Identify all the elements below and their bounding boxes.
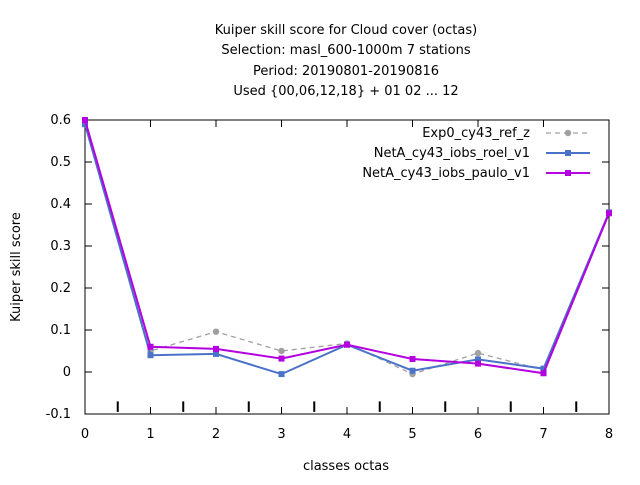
legend-entry: Exp0_cy43_ref_z (422, 126, 590, 141)
legend-label: Exp0_cy43_ref_z (422, 126, 530, 141)
legend-entry: NetA_cy43_iobs_paulo_v1 (362, 166, 590, 181)
series (82, 117, 612, 377)
y-tick-label: 0.5 (50, 155, 71, 170)
data-point (213, 345, 219, 352)
x-tick-label: 3 (277, 427, 285, 442)
data-point (565, 170, 571, 176)
y-tick-label: 0 (63, 365, 71, 380)
x-tick-label: 8 (605, 427, 613, 442)
data-point (564, 129, 572, 137)
x-axis-label: classes octas (303, 459, 389, 474)
series-line (84, 119, 610, 375)
x-tick-label: 2 (212, 427, 220, 442)
y-axis-label: Kuiper skill score (9, 212, 24, 322)
x-axis: 0 1 2 3 4 5 6 7 8 (81, 120, 613, 442)
y-tick-label: 0.3 (50, 239, 71, 254)
data-point (82, 121, 88, 128)
chart-title: Kuiper skill score for Cloud cover (octa… (215, 23, 477, 99)
x-tick-label: 7 (539, 427, 547, 442)
y-tick-label: 0.6 (50, 113, 71, 128)
data-point (475, 360, 481, 367)
title-line-2: Selection: masl_600-1000m 7 stations (221, 43, 470, 58)
series-line (84, 123, 610, 376)
data-point (409, 355, 416, 362)
x-tick-label: 6 (474, 427, 482, 442)
x-tick-label: 4 (343, 427, 351, 442)
data-point (540, 365, 547, 372)
data-point (540, 370, 547, 377)
series-lines (81, 116, 613, 378)
data-point (278, 355, 285, 362)
x-tick-label: 1 (146, 427, 154, 442)
data-point (147, 343, 154, 350)
class-boundary-marks (116, 401, 578, 412)
data-point (278, 347, 285, 355)
data-point (344, 341, 350, 348)
x-tick-label: 5 (408, 427, 416, 442)
legend-label: NetA_cy43_iobs_paulo_v1 (362, 166, 530, 181)
legend-label: NetA_cy43_iobs_roel_v1 (374, 146, 530, 161)
title-line-3: Period: 20190801-20190816 (253, 64, 439, 79)
series-line (84, 119, 610, 375)
title-line-1: Kuiper skill score for Cloud cover (octa… (215, 23, 477, 38)
data-point (474, 349, 482, 357)
y-tick-label: 0.2 (50, 281, 71, 296)
data-point (606, 210, 612, 217)
y-tick-label: -0.1 (46, 407, 71, 422)
y-axis: -0.1 0 0.1 0.2 0.3 0.4 0.5 0.6 (46, 113, 609, 422)
legend: Exp0_cy43_ref_z NetA_cy43_iobs_roel_v1 Net… (362, 126, 590, 181)
data-point (278, 371, 285, 378)
data-point (212, 328, 220, 335)
data-point (82, 117, 88, 123)
data-point (475, 356, 481, 363)
data-point (213, 350, 219, 357)
y-tick-label: 0.1 (50, 323, 71, 338)
data-point (409, 367, 416, 374)
series (82, 121, 612, 378)
y-tick-label: 0.4 (50, 197, 71, 212)
legend-entry: NetA_cy43_iobs_roel_v1 (374, 146, 590, 161)
x-tick-label: 0 (81, 427, 89, 442)
data-point (147, 352, 154, 359)
data-point (565, 150, 571, 156)
title-line-4: Used {00,06,12,18} + 01 02 ... 12 (233, 84, 458, 99)
series (81, 116, 613, 378)
plot-area (84, 119, 610, 415)
